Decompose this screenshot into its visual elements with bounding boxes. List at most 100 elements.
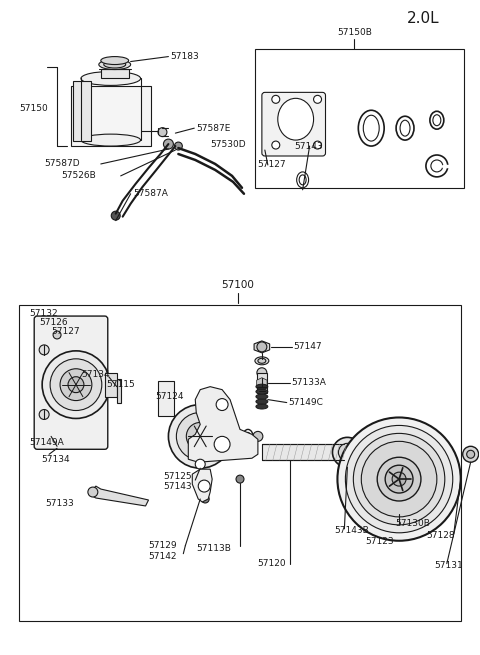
Circle shape bbox=[174, 142, 182, 150]
Text: 57133: 57133 bbox=[45, 500, 74, 508]
Bar bbox=[262, 444, 344, 460]
Ellipse shape bbox=[358, 110, 384, 146]
Circle shape bbox=[348, 440, 371, 464]
Circle shape bbox=[111, 211, 120, 220]
Circle shape bbox=[176, 413, 224, 460]
Bar bbox=[19, 305, 461, 622]
Ellipse shape bbox=[228, 428, 240, 444]
FancyBboxPatch shape bbox=[34, 316, 108, 449]
Ellipse shape bbox=[101, 56, 129, 65]
Circle shape bbox=[168, 405, 232, 468]
Ellipse shape bbox=[256, 384, 268, 389]
Circle shape bbox=[431, 160, 443, 172]
Circle shape bbox=[463, 446, 479, 462]
Polygon shape bbox=[254, 341, 270, 353]
Circle shape bbox=[42, 351, 110, 419]
Ellipse shape bbox=[99, 60, 131, 69]
Ellipse shape bbox=[243, 430, 253, 443]
Text: 57530D: 57530D bbox=[210, 140, 246, 149]
Circle shape bbox=[353, 434, 445, 525]
Circle shape bbox=[272, 141, 280, 149]
Text: 57133A: 57133A bbox=[292, 378, 326, 387]
Circle shape bbox=[198, 480, 210, 492]
Text: 57120: 57120 bbox=[257, 559, 286, 568]
Bar bbox=[117, 379, 120, 403]
Bar bbox=[101, 69, 129, 79]
Bar bbox=[158, 381, 174, 417]
Text: 57126: 57126 bbox=[39, 318, 68, 327]
Circle shape bbox=[392, 472, 406, 486]
Circle shape bbox=[361, 441, 437, 517]
Text: 57100: 57100 bbox=[222, 280, 254, 290]
Text: 57150: 57150 bbox=[19, 103, 48, 113]
Ellipse shape bbox=[363, 115, 379, 141]
Bar bbox=[73, 81, 91, 141]
Circle shape bbox=[88, 487, 98, 497]
Circle shape bbox=[272, 96, 280, 103]
Ellipse shape bbox=[81, 134, 141, 146]
Text: 57127: 57127 bbox=[51, 328, 80, 337]
Ellipse shape bbox=[299, 175, 306, 185]
Polygon shape bbox=[257, 378, 267, 388]
Text: 57142: 57142 bbox=[148, 552, 177, 561]
Text: 57124: 57124 bbox=[156, 392, 184, 401]
Circle shape bbox=[313, 141, 322, 149]
Ellipse shape bbox=[104, 61, 126, 68]
Text: 57115: 57115 bbox=[107, 380, 135, 389]
Circle shape bbox=[346, 426, 453, 533]
Ellipse shape bbox=[256, 404, 268, 409]
Text: 57123: 57123 bbox=[365, 537, 394, 546]
Circle shape bbox=[216, 399, 228, 411]
Ellipse shape bbox=[231, 432, 237, 441]
Text: 57130B: 57130B bbox=[395, 519, 430, 529]
Circle shape bbox=[353, 446, 365, 458]
Text: 57587A: 57587A bbox=[133, 189, 168, 198]
Circle shape bbox=[257, 367, 267, 378]
Circle shape bbox=[214, 436, 230, 452]
Ellipse shape bbox=[256, 394, 268, 399]
Text: 57587D: 57587D bbox=[44, 159, 80, 168]
Circle shape bbox=[39, 409, 49, 419]
Circle shape bbox=[257, 342, 267, 352]
Text: 57113B: 57113B bbox=[196, 544, 231, 553]
Bar bbox=[71, 86, 151, 146]
Text: 57587E: 57587E bbox=[196, 124, 230, 133]
Text: 57147: 57147 bbox=[294, 343, 322, 351]
Circle shape bbox=[333, 438, 362, 467]
Ellipse shape bbox=[245, 432, 251, 440]
FancyBboxPatch shape bbox=[262, 92, 325, 156]
Circle shape bbox=[60, 369, 92, 401]
Circle shape bbox=[236, 475, 244, 483]
Text: 57150B: 57150B bbox=[337, 28, 372, 37]
Ellipse shape bbox=[258, 358, 266, 364]
Circle shape bbox=[164, 139, 173, 149]
Bar bbox=[105, 373, 117, 396]
Ellipse shape bbox=[297, 172, 309, 188]
Text: 57526B: 57526B bbox=[61, 172, 96, 180]
Ellipse shape bbox=[256, 389, 268, 394]
Bar bbox=[255, 48, 464, 188]
Circle shape bbox=[337, 417, 461, 541]
Polygon shape bbox=[89, 486, 148, 506]
Circle shape bbox=[195, 459, 205, 469]
Text: 2.0L: 2.0L bbox=[407, 11, 440, 26]
Polygon shape bbox=[188, 386, 258, 462]
Circle shape bbox=[201, 495, 209, 503]
Ellipse shape bbox=[81, 71, 141, 85]
Polygon shape bbox=[192, 469, 212, 502]
Text: 57131: 57131 bbox=[434, 561, 463, 570]
Text: 57125: 57125 bbox=[164, 472, 192, 481]
Ellipse shape bbox=[396, 116, 414, 140]
Circle shape bbox=[39, 345, 49, 355]
Ellipse shape bbox=[400, 121, 410, 136]
Bar bbox=[257, 373, 267, 392]
Text: 57132: 57132 bbox=[29, 309, 58, 318]
Ellipse shape bbox=[430, 111, 444, 129]
Circle shape bbox=[50, 359, 102, 411]
Ellipse shape bbox=[278, 98, 313, 140]
Ellipse shape bbox=[433, 115, 441, 126]
Text: 57149A: 57149A bbox=[29, 438, 64, 447]
Circle shape bbox=[313, 96, 322, 103]
Text: 57143: 57143 bbox=[295, 141, 324, 151]
Circle shape bbox=[53, 331, 61, 339]
